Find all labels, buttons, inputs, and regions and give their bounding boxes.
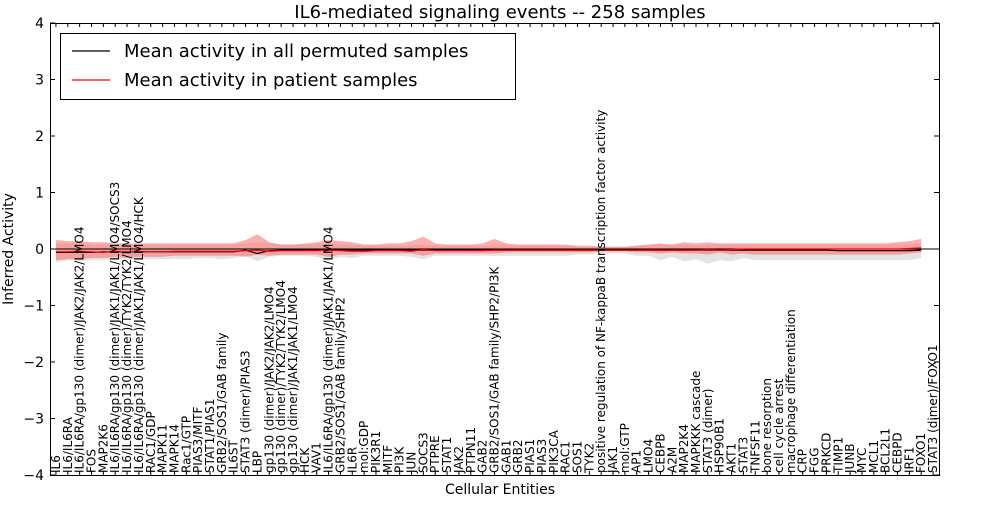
legend-label-permuted: Mean activity in all permuted samples [124,41,468,62]
category-label: IL6ST [227,440,241,473]
y-tick-label: 2 [35,129,44,145]
category-label: STAT3 [736,437,750,473]
y-tick-label: 1 [35,186,44,202]
y-tick-label: −2 [23,355,44,371]
category-label: STAT3 (dimer)/FOXO1 [926,344,940,473]
category-label: CEBPD [891,432,905,473]
category-label: GRB2/SOS1/GAB family [215,333,229,474]
y-tick-label: −3 [23,412,44,428]
category-label: GRB2/SOS1/GAB family/SHP2 [333,297,347,473]
category-label: FGG [808,448,822,474]
category-label: JUN [405,452,419,474]
category-label: PIAS1 [523,439,537,473]
category-label: MAP2K6 [96,424,110,473]
category-label: MAPKKK cascade [689,371,703,473]
category-label: HCK [298,447,312,473]
category-label: PIK3CA [547,429,561,473]
category-label: JAK2 [452,446,466,474]
category-label: TNFSF11 [748,420,762,474]
category-label: gp130 (dimer)/TYK2/TYK2/LMO4 [274,280,288,473]
category-label: IL6/IL6RA/gp130 (dimer)/JAK1/JAK1/LMO4/H… [132,196,146,473]
category-label: IL6/IL6RA [61,416,75,473]
x-axis [55,23,934,475]
category-label: MAP2K4 [677,424,691,473]
category-label: TIMP1 [831,437,845,474]
category-label: IL6 [49,455,63,473]
category-label: STAT1 [440,437,454,473]
category-label: LMO4 [642,439,656,473]
category-label: GRB2/SOS1/GAB family/SHP2/PI3K [488,265,502,473]
category-label: VAV1 [310,442,324,473]
category-label: GAB1 [499,440,513,473]
category-label: A2M [665,447,679,473]
category-label: MAPK14 [167,424,181,473]
category-label: PIAS3/MITF [191,406,205,473]
x-axis-label: Cellular Entities [445,482,555,498]
category-label: RAC1 [559,441,573,473]
category-label: MCL1 [867,440,881,473]
category-label: FOS [84,449,98,473]
category-label: BCL2L1 [879,428,893,473]
category-label: SOCS3 [416,432,430,473]
y-tick-label: 3 [35,73,44,89]
category-label: IL6/IL6RA/gp130 (dimer)/TYK2/TYK2/LMO4 [120,220,134,473]
legend-label-patient: Mean activity in patient samples [124,70,418,91]
category-label: PRKCD [819,433,833,473]
category-label: CEBPB [653,433,667,473]
category-label: Rac1/GTP [179,416,193,473]
category-label: STAT3 (dimer)/PIAS3 [239,350,253,473]
category-label: mol:GTP [618,423,632,473]
category-label: MAPK11 [156,424,170,473]
category-label: IL6/IL6RA/gp130 (dimer)/JAK1/JAK1/LMO4/S… [108,182,122,473]
category-label: IL6R [345,447,359,473]
category-label: mol:GDP [357,421,371,473]
category-label: CRP [796,449,810,473]
category-label: GAB2 [476,440,490,473]
category-label: STAT1/PIAS1 [203,398,217,473]
category-label: PI3K [393,446,407,473]
category-label: gp130 (dimer)/JAK1/JAK1/LMO4 [286,286,300,473]
category-label: bone resorption [760,378,774,473]
legend: Mean activity in all permuted samples Me… [60,33,516,100]
series-line-patient [55,247,922,253]
bands-layer [55,234,922,264]
y-axis-label: Inferred Activity [1,193,17,305]
category-label: PIK3R1 [369,431,383,473]
y-tick-label: −1 [23,299,44,315]
category-label: JAK1 [606,446,620,474]
category-label: FOXO1 [914,433,928,473]
legend-box [60,33,516,100]
category-label: MYC [855,448,869,473]
category-label: positive regulation of NF-kappaB transcr… [594,110,608,473]
category-label: cell cycle arrest [772,378,786,473]
category-label: macrophage differentiation [784,309,798,473]
category-label: HSP90B1 [713,418,727,473]
category-label: PIAS3 [535,439,549,473]
lines-layer [50,247,939,255]
category-label: IL6/IL6RA/gp130 (dimer)/JAK2/JAK2/LMO4 [73,227,87,473]
category-label: JUNB [843,443,857,474]
y-tick-label: −4 [23,468,44,484]
category-label: STAT3 (dimer) [701,389,715,473]
category-label: MITF [381,445,395,473]
y-axis: 4 3 2 1 0 −1 −2 −3 −4 [23,16,939,484]
category-label: AP1 [630,450,644,473]
category-label: AKT1 [725,443,739,473]
category-label: gp130 (dimer)/JAK2/JAK2/LMO4 [262,286,276,473]
chart-title: IL6-mediated signaling events -- 258 sam… [294,2,705,23]
y-tick-label: 0 [35,242,44,258]
category-label: TYK2 [582,443,596,474]
category-label: PTPRE [428,435,442,473]
y-tick-label: 4 [35,16,44,32]
category-label: GRB2 [511,439,525,473]
category-label: IRF1 [902,447,916,473]
category-label: RAC1/GDP [144,411,158,473]
category-label: LBP [250,451,264,473]
category-label: SOS1 [570,441,584,473]
band-patient [55,234,922,261]
category-label: IL6/IL6RA/gp130 (dimer)/JAK1/JAK1/LMO4 [322,227,336,473]
category-label: PTPN11 [464,427,478,473]
